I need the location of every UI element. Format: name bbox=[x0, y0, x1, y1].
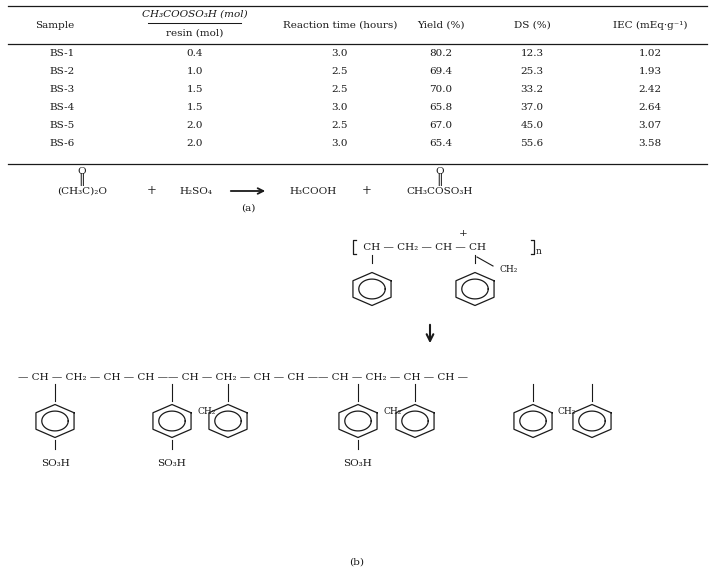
Text: Sample: Sample bbox=[35, 21, 74, 30]
Text: 2.42: 2.42 bbox=[638, 86, 661, 94]
Text: 33.2: 33.2 bbox=[521, 86, 543, 94]
Text: CH₂: CH₂ bbox=[383, 407, 401, 416]
Text: 2.0: 2.0 bbox=[187, 122, 203, 131]
Text: BS-5: BS-5 bbox=[49, 122, 74, 131]
Text: DS (%): DS (%) bbox=[513, 21, 551, 30]
Text: CH₂: CH₂ bbox=[558, 407, 576, 416]
Text: SO₃H: SO₃H bbox=[344, 459, 373, 468]
Text: CH₃COOSO₃H (mol): CH₃COOSO₃H (mol) bbox=[142, 10, 248, 18]
Text: SO₃H: SO₃H bbox=[41, 459, 69, 468]
Text: 3.07: 3.07 bbox=[638, 122, 661, 131]
Text: CH₂: CH₂ bbox=[500, 265, 518, 274]
Text: O: O bbox=[435, 167, 444, 176]
Text: Yield (%): Yield (%) bbox=[418, 21, 465, 30]
Text: 0.4: 0.4 bbox=[187, 50, 203, 58]
Text: n: n bbox=[536, 247, 542, 256]
Text: 1.02: 1.02 bbox=[638, 50, 661, 58]
Text: +: + bbox=[458, 228, 468, 238]
Text: +: + bbox=[362, 184, 372, 198]
Text: (CH₃C)₂O: (CH₃C)₂O bbox=[57, 187, 107, 195]
Text: 3.0: 3.0 bbox=[332, 103, 348, 112]
Text: 1.5: 1.5 bbox=[187, 103, 203, 112]
Text: IEC (mEq·g⁻¹): IEC (mEq·g⁻¹) bbox=[613, 21, 687, 30]
Text: 70.0: 70.0 bbox=[430, 86, 453, 94]
Text: 1.5: 1.5 bbox=[187, 86, 203, 94]
Text: CH₃COSO₃H: CH₃COSO₃H bbox=[407, 187, 473, 195]
Text: H₂SO₄: H₂SO₄ bbox=[179, 187, 212, 195]
Text: BS-4: BS-4 bbox=[49, 103, 74, 112]
Text: 12.3: 12.3 bbox=[521, 50, 543, 58]
Text: CH₂: CH₂ bbox=[197, 407, 215, 416]
Text: BS-6: BS-6 bbox=[49, 139, 74, 148]
Text: (b): (b) bbox=[350, 557, 365, 566]
Text: 25.3: 25.3 bbox=[521, 67, 543, 77]
Text: 2.5: 2.5 bbox=[332, 86, 348, 94]
Text: 69.4: 69.4 bbox=[430, 67, 453, 77]
Text: 3.0: 3.0 bbox=[332, 50, 348, 58]
Text: 2.64: 2.64 bbox=[638, 103, 661, 112]
Text: 80.2: 80.2 bbox=[430, 50, 453, 58]
Text: 67.0: 67.0 bbox=[430, 122, 453, 131]
Text: BS-1: BS-1 bbox=[49, 50, 74, 58]
Text: O: O bbox=[78, 167, 87, 176]
Text: BS-2: BS-2 bbox=[49, 67, 74, 77]
Text: 3.58: 3.58 bbox=[638, 139, 661, 148]
Text: (a): (a) bbox=[241, 203, 255, 212]
Text: 37.0: 37.0 bbox=[521, 103, 543, 112]
Text: ‖: ‖ bbox=[437, 174, 443, 187]
Text: 1.0: 1.0 bbox=[187, 67, 203, 77]
Text: +: + bbox=[147, 184, 157, 198]
Text: 45.0: 45.0 bbox=[521, 122, 543, 131]
Text: 65.8: 65.8 bbox=[430, 103, 453, 112]
Text: Reaction time (hours): Reaction time (hours) bbox=[283, 21, 398, 30]
Text: BS-3: BS-3 bbox=[49, 86, 74, 94]
Text: SO₃H: SO₃H bbox=[157, 459, 187, 468]
Text: ‖: ‖ bbox=[79, 174, 85, 187]
Text: — CH — CH₂ — CH — CH —— CH — CH₂ — CH — CH —— CH — CH₂ — CH — CH —: — CH — CH₂ — CH — CH —— CH — CH₂ — CH — … bbox=[18, 373, 468, 383]
Text: 2.5: 2.5 bbox=[332, 67, 348, 77]
Text: 2.0: 2.0 bbox=[187, 139, 203, 148]
Text: 3.0: 3.0 bbox=[332, 139, 348, 148]
Text: CH — CH₂ — CH — CH: CH — CH₂ — CH — CH bbox=[360, 243, 486, 251]
Text: resin (mol): resin (mol) bbox=[167, 29, 224, 38]
Text: 2.5: 2.5 bbox=[332, 122, 348, 131]
Text: H₃COOH: H₃COOH bbox=[290, 187, 337, 195]
Text: 55.6: 55.6 bbox=[521, 139, 543, 148]
Text: 65.4: 65.4 bbox=[430, 139, 453, 148]
Text: 1.93: 1.93 bbox=[638, 67, 661, 77]
